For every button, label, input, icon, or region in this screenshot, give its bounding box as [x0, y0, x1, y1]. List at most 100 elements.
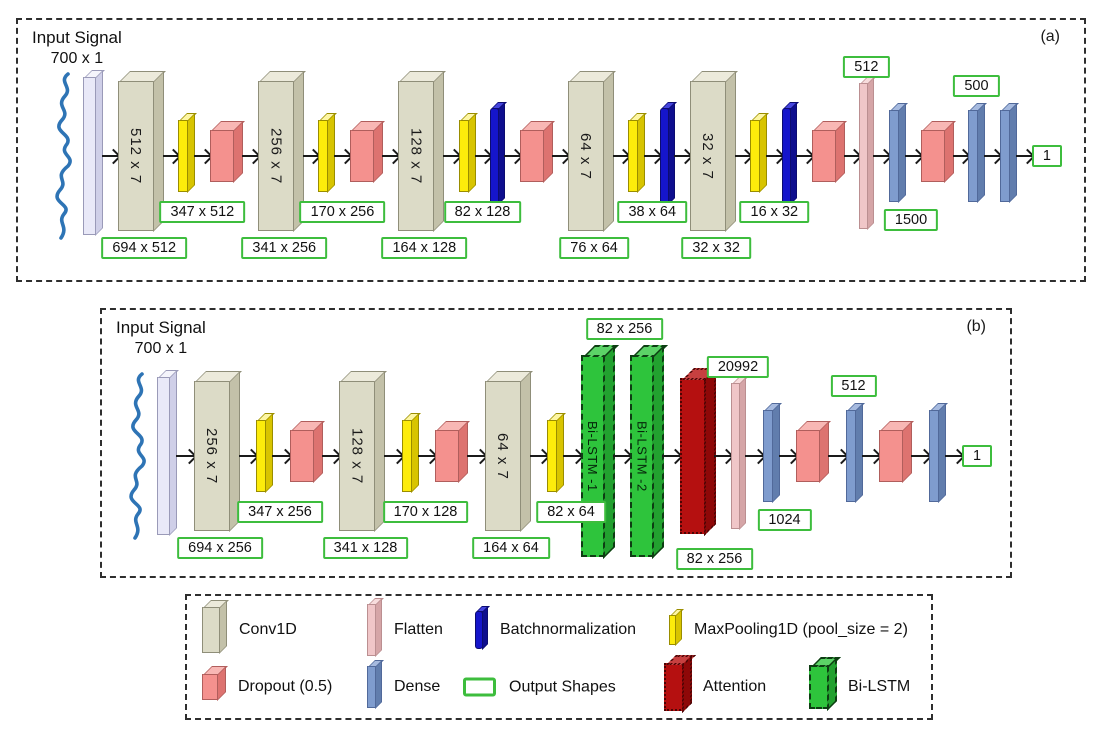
dropout-block [796, 430, 820, 482]
output-shape-label: 38 x 64 [617, 201, 688, 223]
output-shape-label: 347 x 256 [237, 501, 323, 523]
flow-arrow [673, 155, 690, 157]
legend-label: Conv1D [239, 621, 297, 638]
output-shape-label: 164 x 64 [472, 537, 550, 559]
layer-size-label: 256 x 7 [203, 427, 220, 485]
flow-arrow [766, 155, 782, 157]
signal-wave-icon [129, 372, 146, 540]
node-batchnorm [782, 108, 796, 204]
legend-label: Dense [394, 678, 441, 695]
dropout-block [811, 130, 836, 182]
output-shape-label: 82 x 128 [443, 201, 522, 223]
dropout-block [289, 430, 314, 482]
conv1d-block: 256 x 7 [257, 81, 294, 231]
input-signal-shape: 700 x 1 [134, 340, 188, 357]
node-conv: 64 x 7 76 x 64 [559, 81, 629, 259]
batchnorm-block [490, 108, 500, 204]
panel-b-tag: (b) [966, 318, 986, 335]
flow-arrow [713, 455, 731, 457]
node-conv: 128 x 7 341 x 128 [322, 381, 409, 559]
flow-arrow [417, 455, 435, 457]
bilstm-block: Bi-LSTM -2 [630, 355, 654, 557]
flow-arrow [384, 455, 402, 457]
conv1d-block: 128 x 7 [339, 381, 375, 531]
input-slab [157, 377, 170, 535]
node-conv: 256 x 7 341 x 256 [241, 81, 328, 259]
node-maxpool: 347 x 512 [159, 120, 246, 223]
layer-size-label: 128 x 7 [348, 427, 366, 485]
node-conv: 512 x 7 694 x 512 [101, 81, 188, 259]
flow-arrow [745, 455, 763, 457]
output-shape-label: 20992 [706, 356, 770, 378]
layer-size-label: 512 x 7 [127, 127, 145, 185]
node-flatten: 20992 [706, 356, 770, 529]
conv-icon [202, 607, 220, 653]
node-input [83, 77, 102, 235]
flow-arrow [734, 155, 751, 157]
attention-block [679, 378, 706, 534]
layer-size-label: 128 x 7 [407, 127, 425, 185]
node-conv: 64 x 7 164 x 64 [472, 381, 550, 559]
node-dropout [435, 430, 467, 482]
legend-item-outbox: Output Shapes [463, 677, 616, 697]
output-shape-label: 1500 [883, 209, 939, 231]
legend-label: MaxPooling1D (pool_size = 2) [694, 621, 908, 638]
legend-item-conv: Conv1D [202, 607, 297, 653]
legend-item-maxpool: MaxPooling1D (pool_size = 2) [669, 615, 908, 645]
flow-arrow [194, 155, 211, 157]
output-shape-label: 1024 [757, 509, 812, 531]
layer-size-label: Bi-LSTM -2 [634, 420, 650, 492]
output-shape-label: 341 x 256 [241, 237, 328, 259]
output-shape-label: 82 x 256 [585, 318, 664, 340]
flow-arrow [529, 455, 547, 457]
flow-arrow [102, 155, 118, 157]
layer-size-label: 64 x 7 [494, 432, 511, 480]
flow-arrow [952, 155, 969, 157]
node-conv: 32 x 7 32 x 32 [681, 81, 751, 259]
node-dropout [289, 430, 322, 482]
flow-arrow [984, 155, 1001, 157]
flow-arrow [662, 455, 680, 457]
legend-label: Flatten [394, 621, 443, 638]
conv1d-block: 512 x 7 [117, 81, 154, 231]
legend-item-batchnorm: Batchnormalization [475, 611, 636, 649]
flow-arrow [176, 455, 194, 457]
input-signal-shape: 700 x 1 [50, 50, 104, 67]
final-output-label: 1 [1031, 145, 1062, 167]
panel-a: (a) Input Signal 700 x 1 512 x 7 694 x 51… [16, 18, 1086, 282]
legend-label: Attention [703, 678, 767, 695]
output-shape-label: 694 x 512 [101, 237, 188, 259]
legend-item-dropout: Dropout (0.5) [202, 674, 332, 700]
layer-size-label: Bi-LSTM -1 [585, 420, 600, 492]
input-signal-title: Input Signal [32, 28, 122, 47]
flow-arrow [467, 455, 485, 457]
flow-arrow [442, 155, 459, 157]
flow-arrow [843, 155, 860, 157]
node-maxpool: 347 x 256 [237, 420, 323, 523]
flow-arrow [644, 155, 660, 157]
panel-a-tag: (a) [1040, 28, 1060, 45]
bilstm-icon [809, 665, 829, 709]
input-slab [83, 77, 96, 235]
flow-arrow [612, 455, 630, 457]
legend-item-attention: Attention [664, 663, 766, 711]
output-shape-label: 170 x 128 [382, 501, 469, 523]
dropout-icon [202, 674, 218, 700]
node-maxpool: 82 x 128 [443, 120, 522, 223]
output-shape-label: 16 x 32 [739, 201, 810, 223]
node-dropout [879, 430, 911, 482]
node-dropout [920, 130, 953, 182]
node-signal [116, 368, 157, 544]
flow-arrow [334, 155, 351, 157]
legend-label: Output Shapes [509, 678, 616, 695]
flow-arrow [382, 155, 398, 157]
layer-size-label: 32 x 7 [699, 132, 717, 180]
dropout-block [210, 130, 235, 182]
flow-arrow [612, 155, 629, 157]
node-outbox: 1 [962, 445, 993, 467]
batchnorm-block [659, 108, 669, 204]
maxpooling-block [547, 420, 557, 492]
input-signal-title: Input Signal [116, 318, 206, 337]
node-dense [928, 410, 945, 502]
